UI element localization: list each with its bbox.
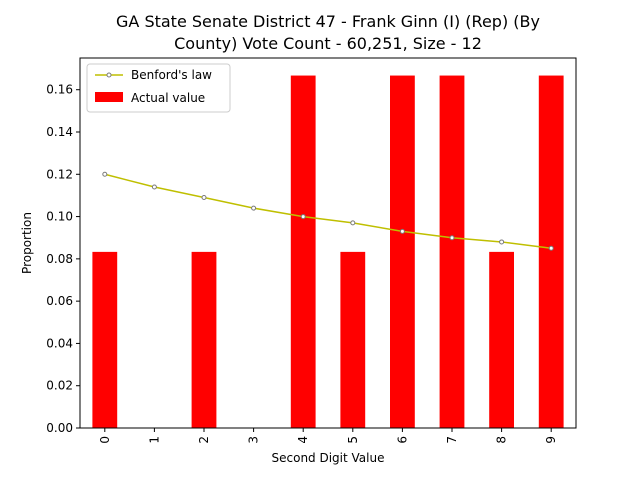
benford-point-9 [548,245,554,251]
benford-point-5 [350,220,356,226]
y-tick-label: 0.14 [46,125,73,139]
y-tick-label: 0.12 [46,167,73,181]
legend-benford-swatch-marker [106,72,112,78]
legend-actual-label: Actual value [131,91,205,105]
legend: Benford's law Actual value [86,63,231,113]
chart-title-line-2: County) Vote Count - 60,251, Size - 12 [174,34,482,53]
bars-group [92,75,564,428]
y-tick-label: 0.16 [46,83,73,97]
y-tick-label: 0.08 [46,252,73,266]
x-tick-label: 7 [445,436,459,444]
benford-point-7 [449,235,455,241]
chart-title: GA State Senate District 47 - Frank Ginn… [116,12,540,53]
benford-point-8 [499,239,505,245]
y-axis: 0.00 0.02 0.04 0.06 0.08 0.10 0.12 0.14 0.16 [46,83,80,435]
chart-title-line-1: GA State Senate District 47 - Frank Ginn… [116,12,540,31]
benford-point-0 [102,171,108,177]
x-axis: 0 1 2 3 4 5 6 7 8 9 [98,428,558,444]
bar-8 [489,251,514,428]
x-tick-label: 1 [147,436,161,444]
x-tick-label: 8 [495,436,509,444]
legend-benford-label: Benford's law [131,68,212,82]
benford-point-2 [201,195,207,201]
y-axis-label: Proportion [20,212,34,274]
bar-4 [290,75,316,428]
x-tick-label: 3 [247,436,261,444]
bar-9 [538,75,564,428]
bar-0 [92,251,118,428]
benford-line-group [102,171,554,251]
benford-point-3 [251,205,257,211]
bar-2 [191,251,217,428]
x-tick-label: 6 [395,436,409,444]
x-tick-label: 4 [296,436,310,444]
benford-point-4 [300,214,306,220]
x-axis-label: Second Digit Value [272,451,385,465]
x-tick-label: 9 [544,436,558,444]
y-tick-label: 0.10 [46,210,73,224]
y-tick-label: 0.00 [46,421,73,435]
benford-point-6 [399,228,405,234]
x-tick-label: 5 [346,436,360,444]
bar-6 [390,75,415,428]
benford-point-1 [151,184,157,190]
x-tick-label: 0 [98,436,112,444]
bar-7 [439,75,465,428]
y-tick-label: 0.06 [46,294,73,308]
benford-line [104,173,552,250]
legend-actual-swatch [95,92,123,102]
y-tick-label: 0.02 [46,379,73,393]
plot-frame [79,57,577,429]
x-tick-label: 2 [197,436,211,444]
y-tick-label: 0.04 [46,336,73,350]
bar-5 [340,251,366,428]
